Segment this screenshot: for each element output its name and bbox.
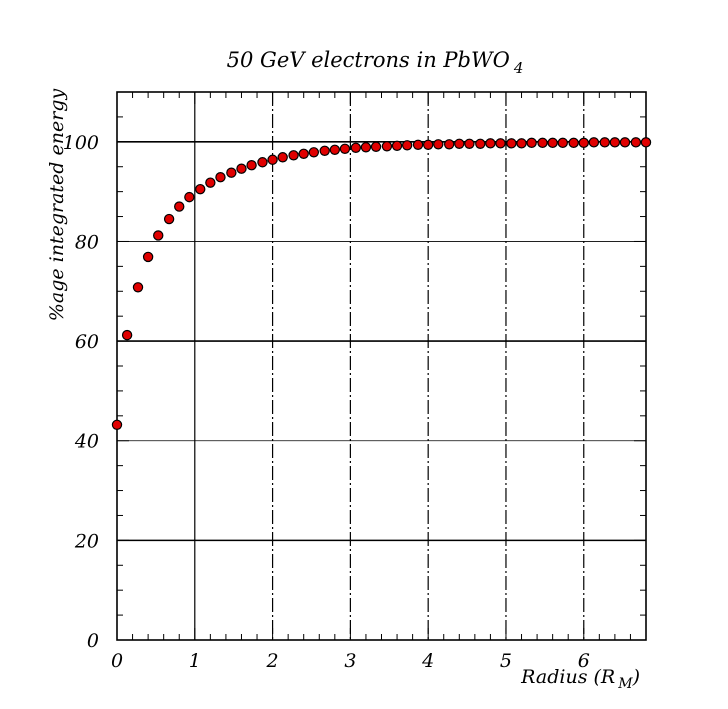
data-point (277, 152, 288, 163)
data-point (640, 137, 652, 148)
data-point (226, 167, 237, 178)
data-point (557, 137, 568, 149)
data-point (298, 148, 309, 159)
data-point (288, 150, 299, 161)
y-axis-label: %age integrated energy (46, 89, 68, 322)
y-tick-label: 40 (74, 431, 99, 453)
data-point (184, 191, 195, 203)
data-point (257, 157, 268, 168)
data-point (370, 141, 382, 152)
data-point (329, 144, 341, 155)
y-tick-label: 0 (87, 630, 99, 652)
data-point (547, 137, 558, 149)
data-point (381, 141, 393, 152)
data-point (630, 137, 642, 148)
data-point (599, 137, 610, 148)
grid-lines (117, 92, 646, 640)
x-tick-label: 3 (344, 650, 356, 672)
data-point (132, 282, 144, 293)
data-point (578, 137, 589, 149)
data-point (267, 154, 278, 165)
data-point (516, 138, 527, 149)
data-point (319, 145, 330, 156)
data-point (412, 139, 424, 151)
data-point (454, 138, 465, 150)
x-axis-label-close: ) (632, 666, 640, 688)
chart-title-subscript: 4 (513, 59, 524, 77)
x-tick-label: 1 (189, 650, 201, 672)
data-point (236, 163, 247, 174)
data-point (391, 140, 403, 152)
x-tick-label: 2 (266, 650, 279, 672)
data-point (174, 201, 185, 212)
data-point (433, 139, 444, 150)
data-point (526, 137, 537, 149)
data-point (350, 142, 362, 153)
x-axis-label-subscript: M (617, 676, 633, 692)
data-point (205, 177, 216, 188)
data-point (475, 138, 486, 150)
data-point (121, 329, 133, 341)
y-tick-labels: 0 20 40 60 80 100 (63, 132, 99, 652)
data-point (308, 147, 320, 158)
x-tick-labels: 0 1 2 3 4 5 6 (111, 650, 590, 672)
axis-ticks (117, 92, 646, 640)
x-axis-label: Radius (R M) (520, 666, 640, 692)
x-tick-label: 5 (500, 650, 512, 672)
data-point (246, 160, 257, 171)
data-point (443, 139, 455, 150)
y-tick-label: 20 (74, 530, 99, 552)
y-tick-label: 100 (63, 132, 99, 154)
data-point (485, 138, 496, 149)
x-tick-label: 6 (578, 650, 590, 672)
y-tick-label: 60 (75, 331, 99, 353)
data-point (163, 213, 175, 225)
x-axis-label-main: Radius (R (520, 666, 615, 688)
chart-title-main: 50 GeV electrons in PbWO (227, 48, 510, 72)
data-point (142, 251, 154, 263)
data-point (537, 137, 548, 149)
data-point (495, 138, 506, 149)
data-point (401, 140, 413, 151)
data-point (464, 138, 475, 150)
data-point (619, 137, 631, 148)
y-tick-label: 80 (75, 231, 99, 253)
data-points (111, 137, 652, 430)
data-point (195, 183, 206, 195)
data-point (506, 138, 517, 149)
data-point (609, 137, 621, 148)
x-tick-label: 4 (421, 650, 434, 672)
data-point (588, 137, 600, 148)
data-point (568, 137, 579, 149)
plot-frame (116, 91, 647, 641)
data-point (422, 139, 434, 151)
data-point (215, 171, 226, 183)
data-point (111, 419, 123, 430)
data-point (339, 143, 351, 154)
x-tick-label: 0 (111, 650, 123, 672)
chart-title: 50 GeV electrons in PbWO 4 (227, 48, 524, 77)
data-point (153, 230, 164, 241)
data-point (360, 142, 372, 153)
